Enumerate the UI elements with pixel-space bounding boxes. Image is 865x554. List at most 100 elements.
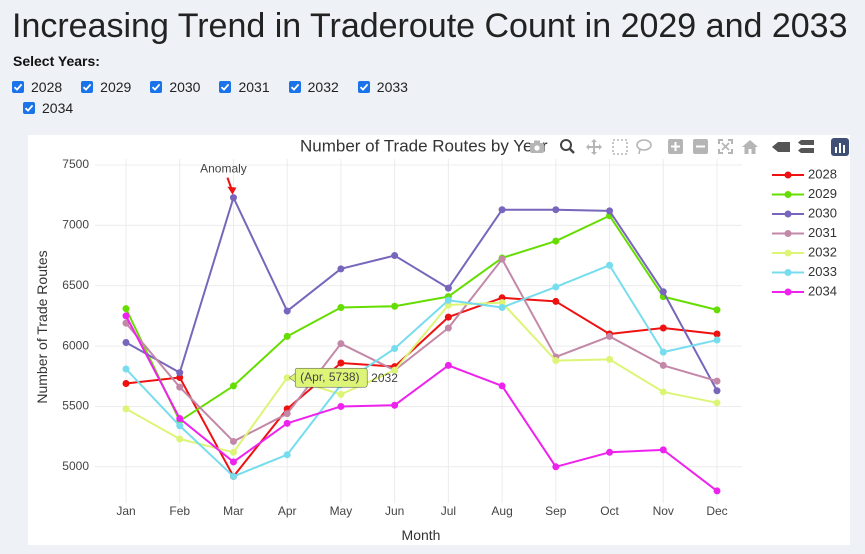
data-point-2028-Jul[interactable]	[444, 313, 452, 321]
data-point-2033-Dec[interactable]	[713, 336, 721, 344]
data-point-2032-May[interactable]	[337, 390, 345, 398]
data-point-2032-Dec[interactable]	[713, 399, 721, 407]
autoscale-icon[interactable]	[718, 139, 733, 154]
data-point-2030-Oct[interactable]	[606, 207, 614, 215]
data-point-2029-Dec[interactable]	[713, 306, 721, 314]
data-point-2033-Jan[interactable]	[122, 365, 130, 373]
checkbox-checked-icon[interactable]	[23, 102, 35, 114]
camera-icon[interactable]	[530, 140, 544, 154]
legend-item-2031[interactable]: 2031	[772, 225, 837, 240]
data-point-2030-Nov[interactable]	[659, 288, 667, 296]
data-point-2030-May[interactable]	[337, 265, 345, 273]
year-checkbox-2028[interactable]: 2028	[12, 79, 62, 95]
data-point-2034-Sep[interactable]	[552, 463, 560, 471]
checkbox-checked-icon[interactable]	[12, 81, 24, 93]
data-point-2028-Dec[interactable]	[713, 330, 721, 338]
plotly-logo-icon[interactable]	[831, 138, 849, 156]
year-checkbox-2032[interactable]: 2032	[288, 79, 339, 95]
data-point-2031-Nov[interactable]	[659, 361, 667, 369]
legend-item-2028[interactable]: 2028	[772, 166, 837, 181]
series-line-2029[interactable]	[125, 214, 718, 422]
year-checkbox-2030[interactable]: 2030	[150, 79, 200, 95]
data-point-2032-Aug[interactable]	[498, 299, 506, 307]
series-line-2032[interactable]	[125, 301, 718, 454]
legend-item-2029[interactable]: 2029	[772, 186, 837, 201]
data-point-2034-Apr[interactable]	[283, 419, 291, 427]
data-point-2033-Aug[interactable]	[498, 303, 506, 311]
series-line-2034[interactable]	[125, 315, 718, 492]
data-point-2028-Jan[interactable]	[122, 380, 130, 388]
data-point-2028-May[interactable]	[337, 359, 345, 367]
legend-item-2030[interactable]: 2030	[772, 205, 837, 220]
data-point-2034-Mar[interactable]	[229, 458, 237, 466]
year-checkbox-2031[interactable]: 2031	[219, 79, 270, 95]
year-checkbox-2033[interactable]: 2033	[357, 79, 408, 95]
data-point-2028-Nov[interactable]	[659, 324, 667, 332]
data-point-2030-Jan[interactable]	[122, 338, 130, 346]
checkbox-checked-icon[interactable]	[150, 81, 163, 93]
spike-lines-icon[interactable]	[772, 142, 790, 152]
data-point-2032-Feb[interactable]	[176, 435, 184, 443]
checkbox-checked-icon[interactable]	[288, 81, 301, 93]
data-point-2031-Jul[interactable]	[444, 324, 452, 332]
data-point-2033-Jul[interactable]	[444, 296, 452, 304]
checkbox-checked-icon[interactable]	[357, 81, 370, 93]
data-point-2030-Jul[interactable]	[444, 284, 452, 292]
series-line-2028[interactable]	[125, 296, 718, 478]
data-point-2034-Jul[interactable]	[444, 361, 452, 369]
chart-legend[interactable]: 2028 2029 2030 2031 2032 2033 2034	[772, 166, 837, 298]
data-point-2030-Apr[interactable]	[283, 307, 291, 315]
data-point-2032-Sep[interactable]	[552, 357, 560, 365]
data-point-2030-Dec[interactable]	[713, 387, 721, 395]
data-point-2029-May[interactable]	[337, 303, 345, 311]
checkbox-checked-icon[interactable]	[219, 81, 232, 93]
data-point-2033-Jun[interactable]	[391, 345, 399, 353]
data-point-2031-Mar[interactable]	[229, 437, 237, 445]
legend-item-2033[interactable]: 2033	[772, 264, 837, 279]
data-point-2030-Feb[interactable]	[176, 369, 184, 377]
data-point-2031-May[interactable]	[337, 340, 345, 348]
data-point-2034-Aug[interactable]	[498, 382, 506, 390]
year-checkbox-2029[interactable]: 2029	[81, 79, 131, 95]
data-point-2032-Jun[interactable]	[391, 366, 399, 374]
data-point-2034-Jan[interactable]	[122, 312, 130, 320]
data-point-2033-Apr[interactable]	[283, 451, 291, 459]
data-point-2028-Feb[interactable]	[176, 373, 184, 381]
chart-series[interactable]	[122, 194, 721, 495]
zoom-icon[interactable]	[560, 139, 575, 154]
data-point-2031-Dec[interactable]	[713, 377, 721, 385]
trade-routes-chart[interactable]: 5000 5500 6000 6500 7000 7500 Jan Feb Mar Apr May…	[28, 135, 850, 545]
legend-item-2032[interactable]: 2032	[772, 244, 837, 259]
data-point-2032-Apr[interactable]	[283, 374, 291, 382]
data-point-2033-Nov[interactable]	[659, 348, 667, 356]
data-point-2030-Mar[interactable]	[229, 194, 237, 202]
zoom-out-icon[interactable]	[693, 139, 708, 154]
data-point-2034-Oct[interactable]	[606, 448, 614, 456]
data-point-2029-Sep[interactable]	[552, 237, 560, 245]
compare-hover-icon[interactable]	[798, 140, 814, 153]
checkbox-checked-icon[interactable]	[81, 81, 94, 93]
data-point-2033-Oct[interactable]	[606, 261, 614, 269]
lasso-select-icon[interactable]	[636, 139, 652, 155]
series-line-2033[interactable]	[125, 264, 718, 478]
legend-item-2034[interactable]: 2034	[772, 283, 837, 298]
pan-icon[interactable]	[586, 139, 602, 155]
data-point-2031-Feb[interactable]	[176, 383, 184, 391]
zoom-in-icon[interactable]	[668, 139, 683, 154]
data-point-2029-Mar[interactable]	[229, 382, 237, 390]
data-point-2032-Jul[interactable]	[444, 301, 452, 309]
data-point-2031-Oct[interactable]	[606, 332, 614, 340]
series-line-2030[interactable]	[125, 196, 718, 392]
reset-axes-icon[interactable]	[742, 140, 758, 154]
data-point-2034-Jun[interactable]	[391, 401, 399, 409]
data-point-2031-Aug[interactable]	[498, 255, 506, 263]
year-checkbox-2034[interactable]: 2034	[23, 100, 73, 116]
data-point-2030-Aug[interactable]	[498, 206, 506, 214]
data-point-2034-Dec[interactable]	[713, 487, 721, 495]
data-point-2033-Sep[interactable]	[552, 283, 560, 291]
series-line-2031[interactable]	[125, 258, 718, 443]
data-point-2032-Jan[interactable]	[122, 405, 130, 413]
data-point-2032-Mar[interactable]	[229, 448, 237, 456]
data-point-2032-Nov[interactable]	[659, 388, 667, 396]
data-point-2034-Feb[interactable]	[176, 415, 184, 423]
